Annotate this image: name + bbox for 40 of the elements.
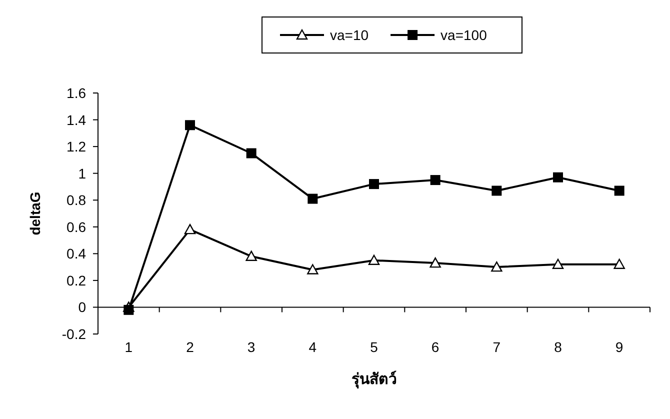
point <box>553 172 563 182</box>
point <box>185 120 195 130</box>
y-tick-label: 0.4 <box>66 246 86 262</box>
y-tick-label: 1.6 <box>66 85 86 101</box>
point <box>124 304 134 315</box>
point <box>614 186 624 196</box>
y-tick-label: 0.6 <box>66 218 86 235</box>
x-tick-label: 8 <box>554 339 562 355</box>
point <box>430 257 441 268</box>
x-tick-label: 3 <box>247 339 256 355</box>
y-tick-label: 0.2 <box>66 272 86 288</box>
point <box>246 148 256 158</box>
x-tick-label: 1 <box>124 339 133 355</box>
point <box>307 264 318 274</box>
y-tick-label: -0.2 <box>62 326 86 342</box>
point <box>614 258 625 269</box>
point <box>491 261 502 272</box>
y-tick-label: 1.2 <box>66 138 86 155</box>
y-axis-title: deltaG <box>27 192 43 236</box>
y-tick-label: 0.8 <box>66 192 86 208</box>
x-tick-label: 4 <box>308 339 317 355</box>
x-tick-label: 9 <box>615 339 624 355</box>
point <box>368 254 380 265</box>
y-tick-label: 0 <box>78 299 86 316</box>
point <box>184 224 196 234</box>
legend-label: va=100 <box>440 27 488 43</box>
point <box>369 179 379 190</box>
x-tick-label: 7 <box>492 339 501 355</box>
point <box>552 258 564 269</box>
point <box>308 194 318 204</box>
point <box>246 250 257 261</box>
x-tick-label: 5 <box>370 339 378 355</box>
legend-label: va=10 <box>330 27 369 43</box>
y-tick-label: 1 <box>78 165 86 182</box>
point <box>430 175 440 186</box>
x-tick-label: 6 <box>431 339 440 355</box>
y-tick-label: 1.4 <box>66 112 86 128</box>
x-axis-title: รุ่นสัตว์ <box>352 370 396 389</box>
x-tick-label: 2 <box>186 339 194 355</box>
point <box>492 186 502 196</box>
